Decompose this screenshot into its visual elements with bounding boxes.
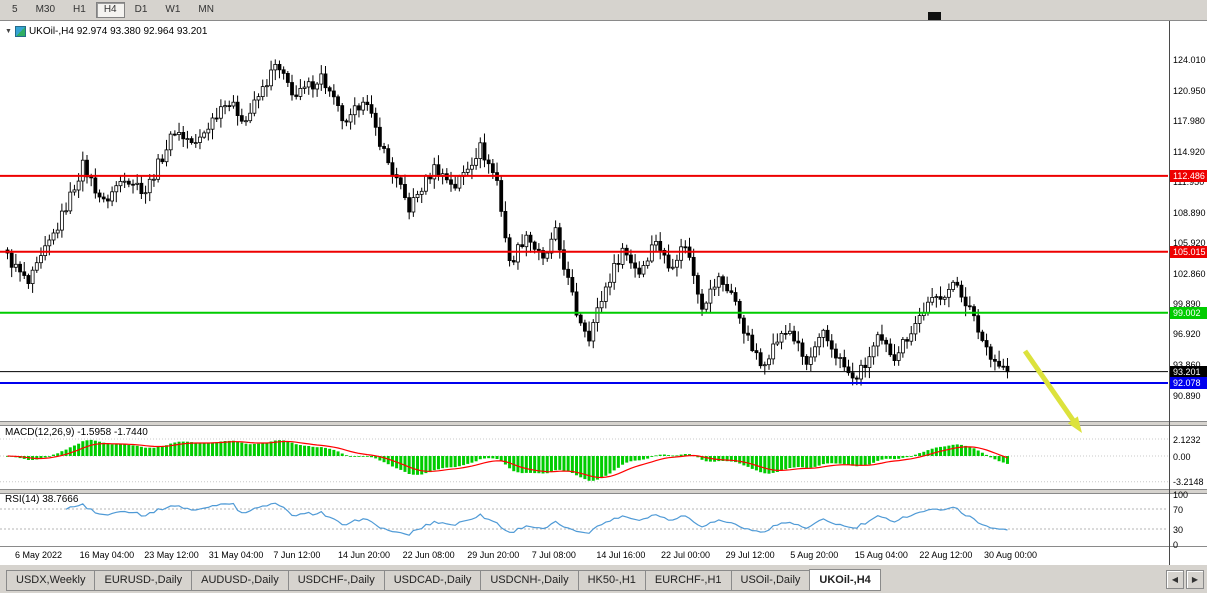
macd-axis-label: -3.2148 (1173, 477, 1204, 488)
chart-tab-ukoil-h4[interactable]: UKOil-,H4 (809, 569, 881, 591)
price-axis-label: 102.860 (1173, 269, 1206, 280)
timeframe-button-h4[interactable]: H4 (95, 2, 125, 18)
macd-label: MACD(12,26,9) -1.5958 -1.7440 (5, 427, 148, 438)
chart-tab-usdx-weekly[interactable]: USDX,Weekly (6, 570, 96, 591)
price-axis-label: 108.890 (1173, 207, 1206, 218)
price-axis-label: 124.010 (1173, 54, 1206, 65)
pane-separator[interactable] (0, 421, 1207, 426)
timeframe-toolbar: 5 M30 H1 H4 D1 W1 MN (0, 0, 1207, 20)
time-axis-label: 14 Jul 16:00 (596, 550, 646, 560)
symbol-ohlc-label: UKOil-,H4 92.974 93.380 92.964 93.201 (28, 26, 208, 37)
chart-tab-eurusd-daily[interactable]: EURUSD-,Daily (94, 570, 193, 591)
timeframe-button-m30[interactable]: M30 (35, 4, 56, 15)
chart-tab-eurchf-h1[interactable]: EURCHF-,H1 (644, 570, 732, 591)
chart-tab-audusd-daily[interactable]: AUDUSD-,Daily (191, 570, 289, 591)
price-axis-label: 93.860 (1173, 360, 1201, 370)
time-axis-label: 15 Aug 04:00 (854, 550, 908, 560)
time-axis-label: 14 Jun 20:00 (338, 550, 391, 560)
price-axis-divider (1169, 21, 1170, 566)
time-axis-label: 29 Jul 12:00 (725, 550, 775, 560)
time-axis-label: 5 Aug 20:00 (790, 550, 839, 560)
time-axis-label: 22 Aug 12:00 (919, 550, 973, 560)
price-line-badge: 93.201 (1170, 366, 1207, 379)
chevron-down-icon[interactable]: ▼ (5, 28, 12, 35)
chart-tab-usdcnh-daily[interactable]: USDCNH-,Daily (480, 570, 579, 591)
price-axis-label: 120.950 (1173, 85, 1206, 96)
rsi-axis-label: 0 (1173, 539, 1179, 550)
time-axis-label: 30 Aug 00:00 (984, 550, 1038, 560)
time-axis-label: 7 Jun 12:00 (273, 550, 321, 560)
symbol-icon (14, 26, 26, 37)
price-line-badge: 99.002 (1170, 307, 1207, 320)
price-axis-label: 117.980 (1173, 115, 1205, 126)
chart-tab-bar: USDX,Weekly EURUSD-,Daily AUDUSD-,Daily USD… (0, 565, 1207, 593)
chart-tab-usdchf-daily[interactable]: USDCHF-,Daily (287, 570, 385, 591)
price-line-badge: 92.078 (1170, 377, 1207, 390)
price-axis-label: 99.890 (1173, 299, 1201, 310)
time-axis-label: 16 May 04:00 (79, 550, 135, 560)
time-axis-label: 22 Jul 00:00 (661, 550, 711, 560)
time-axis-label: 6 May 2022 (15, 550, 63, 560)
price-line-badge: 112.486 (1170, 170, 1207, 183)
macd-indicator-pane[interactable] (0, 424, 1168, 489)
timeframe-button-mn[interactable]: MN (198, 4, 214, 15)
chart-tab-hk50-h1[interactable]: HK50-,H1 (577, 570, 646, 591)
rsi-indicator-pane[interactable] (0, 492, 1168, 546)
time-axis-label: 31 May 04:00 (208, 550, 264, 560)
time-axis-divider (0, 546, 1207, 547)
chart-window: ▼ UKOil-,H4 92.974 93.380 92.964 93.201 … (0, 20, 1207, 566)
timeframe-button-5[interactable]: 5 (12, 4, 18, 15)
chart-shift-marker[interactable] (928, 12, 941, 21)
price-axis-label: 114.920 (1173, 146, 1205, 157)
macd-axis-label: 0.00 (1173, 451, 1191, 462)
timeframe-button-w1[interactable]: W1 (165, 4, 181, 15)
chart-tab-usdcad-daily[interactable]: USDCAD-,Daily (383, 570, 482, 591)
tab-scroll-right-button[interactable]: ▶ (1186, 570, 1204, 589)
time-axis-label: 7 Jul 08:00 (531, 550, 576, 560)
time-axis-label: 23 May 12:00 (144, 550, 199, 560)
price-axis-label: 105.920 (1173, 238, 1206, 249)
timeframe-button-h1[interactable]: H1 (73, 4, 86, 15)
pane-separator[interactable] (0, 489, 1207, 494)
price-line-badge: 105.015 (1170, 246, 1207, 259)
macd-axis-label: 2.1232 (1173, 434, 1201, 445)
time-axis-label: 29 Jun 20:00 (467, 550, 520, 560)
tab-scroll-left-button[interactable]: ◀ (1166, 570, 1184, 589)
rsi-axis-label: 100 (1173, 489, 1189, 500)
rsi-label: RSI(14) 38.7666 (5, 494, 79, 505)
rsi-axis-label: 30 (1173, 524, 1184, 535)
timeframe-button-d1[interactable]: D1 (134, 4, 148, 15)
price-axis-label: 90.890 (1173, 390, 1201, 401)
chart-tab-usoil-daily[interactable]: USOil-,Daily (730, 570, 811, 591)
candlestick-chart[interactable] (0, 21, 1168, 421)
price-axis-label: 96.920 (1173, 329, 1201, 340)
rsi-axis-label: 70 (1173, 504, 1184, 515)
time-axis-label: 22 Jun 08:00 (402, 550, 455, 560)
chart-symbol-title: ▼ UKOil-,H4 92.974 93.380 92.964 93.201 (5, 26, 207, 37)
